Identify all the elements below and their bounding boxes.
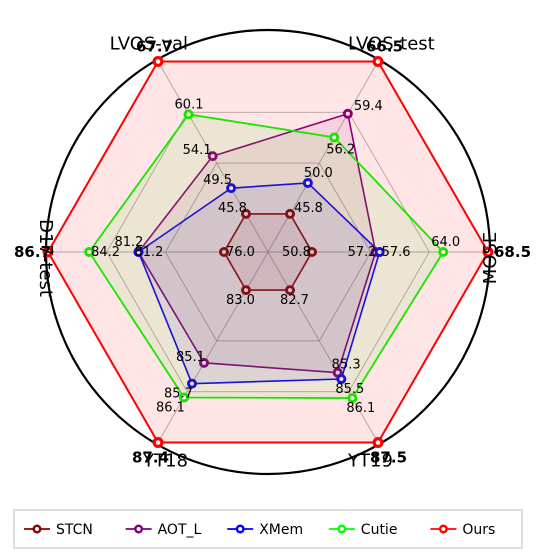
value-label: 50.0 (304, 166, 333, 181)
axis-label-mose: MOSE (480, 232, 501, 285)
value-label: 86.1 (346, 401, 375, 416)
axis-label-yt18: YT18 (142, 451, 188, 472)
legend-marker-hole (35, 527, 39, 531)
axis-label-lvos_val: LVOS-val (110, 33, 188, 54)
value-label: 45.8 (218, 201, 247, 216)
value-label: 50.8 (282, 245, 311, 260)
value-label: 59.4 (354, 99, 383, 114)
axis-label-d17_test: D17-test (35, 219, 56, 297)
value-label: 85.5 (335, 382, 364, 397)
value-label: 57.2 (348, 245, 377, 260)
legend-marker-hole (441, 527, 445, 531)
value-label: 84.2 (91, 245, 120, 260)
value-label: 57.6 (382, 245, 411, 260)
marker-hole (156, 440, 161, 445)
legend-text-STCN: STCN (56, 522, 93, 538)
legend-marker-hole (137, 527, 141, 531)
axis-label-lvos_test: LVOS-test (348, 33, 435, 54)
marker-hole (376, 440, 381, 445)
value-label: 64.0 (431, 235, 460, 250)
axis-label-yt19: YT19 (347, 451, 393, 472)
value-label: 49.5 (203, 173, 232, 188)
legend-text-XMem: XMem (259, 522, 303, 538)
legend-text-AOT_L: AOT_L (158, 522, 202, 538)
value-label: 83.0 (226, 293, 255, 308)
legend-layer: STCN AOT_L XMem Cutie Ours (14, 510, 522, 548)
value-label: 85.7 (164, 387, 193, 402)
marker-hole (376, 59, 381, 64)
value-label: 60.1 (175, 97, 204, 112)
value-label: 56.2 (326, 142, 355, 157)
value-label: 54.1 (183, 143, 212, 158)
legend-marker-hole (340, 527, 344, 531)
value-label: 85.1 (176, 350, 205, 365)
value-label: 86.1 (156, 400, 185, 415)
legend-marker-hole (238, 527, 242, 531)
legend-text-Cutie: Cutie (361, 522, 398, 538)
marker-hole (156, 59, 161, 64)
legend-text-Ours: Ours (462, 522, 495, 538)
value-label: 45.8 (294, 201, 323, 216)
value-label: 82.7 (280, 293, 309, 308)
radar-chart: 45.8 50.8 82.7 83.0 76.0 45.8 59.4 57.2 85.3 85.1… (0, 0, 536, 558)
value-label: 85.3 (332, 358, 361, 373)
value-label: 76.0 (226, 245, 255, 260)
